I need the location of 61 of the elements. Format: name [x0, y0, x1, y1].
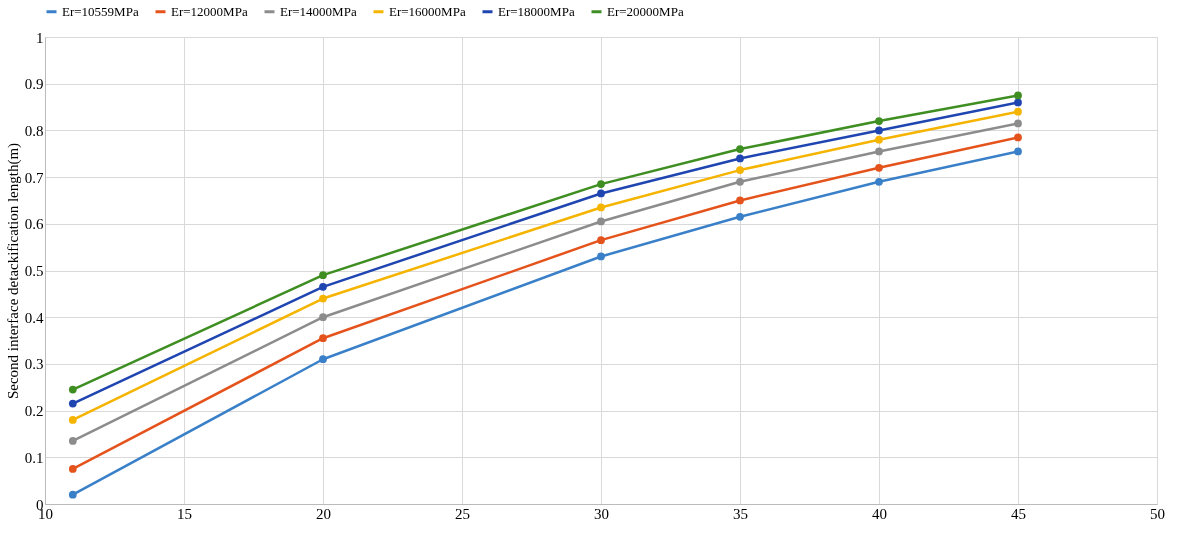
point [736, 212, 744, 221]
point [1014, 133, 1022, 142]
point [1014, 147, 1022, 156]
point [875, 177, 883, 186]
point [68, 437, 77, 445]
point [736, 196, 744, 205]
y-tick-label: 0.2 [24, 403, 44, 420]
point [1014, 98, 1022, 107]
point [597, 203, 605, 212]
legend-label: Er=10559MPa [62, 3, 139, 19]
y-tick-label: 0.7 [24, 169, 44, 186]
legend-label: Er=18000MPa [498, 3, 575, 19]
x-tick-label: 15 [177, 505, 192, 522]
point [68, 399, 77, 408]
x-tick-label: 50 [1150, 505, 1165, 522]
point [319, 294, 327, 303]
y-tick-label: 0.3 [24, 356, 44, 373]
point [68, 385, 77, 394]
x-tick-label: 25 [455, 505, 470, 522]
legend-label: Er=20000MPa [607, 3, 684, 19]
legend-label: Er=16000MPa [389, 3, 466, 19]
point [597, 180, 605, 188]
point [875, 135, 883, 144]
point [736, 145, 744, 153]
y-tick-label: 0.1 [24, 449, 44, 466]
point [319, 313, 327, 322]
x-tick-label: 20 [316, 505, 331, 522]
x-tick-label: 45 [1011, 505, 1026, 522]
y-tick-label: 0.4 [24, 309, 44, 326]
point [68, 490, 77, 499]
point [597, 252, 605, 261]
point [319, 334, 327, 343]
y-tick-label: 1 [36, 29, 44, 46]
point [597, 236, 605, 245]
point [1014, 119, 1022, 128]
point [1014, 107, 1022, 116]
point [597, 189, 605, 198]
point [875, 126, 883, 135]
point [736, 154, 744, 163]
point [736, 177, 744, 186]
x-tick-label: 30 [594, 505, 609, 522]
point [736, 166, 744, 174]
point [68, 465, 77, 473]
point [875, 147, 883, 156]
legend-label: Er=12000MPa [171, 3, 248, 19]
point [319, 271, 327, 280]
point [1014, 91, 1022, 100]
point [319, 355, 327, 364]
point [875, 117, 883, 125]
y-tick-label: 0.9 [24, 76, 44, 93]
point [875, 163, 883, 172]
point [597, 217, 605, 226]
y-tick-label: 0.8 [24, 122, 44, 139]
x-tick-label: 40 [872, 505, 887, 522]
x-tick-label: 35 [733, 505, 748, 522]
point [319, 282, 327, 291]
y-tick-label: 0.5 [24, 263, 44, 279]
point [68, 416, 77, 424]
y-axis-title: Second interface detackification length(m) [4, 142, 22, 400]
legend-label: Er=14000MPa [280, 3, 357, 19]
y-tick-label: 0.6 [24, 216, 44, 233]
